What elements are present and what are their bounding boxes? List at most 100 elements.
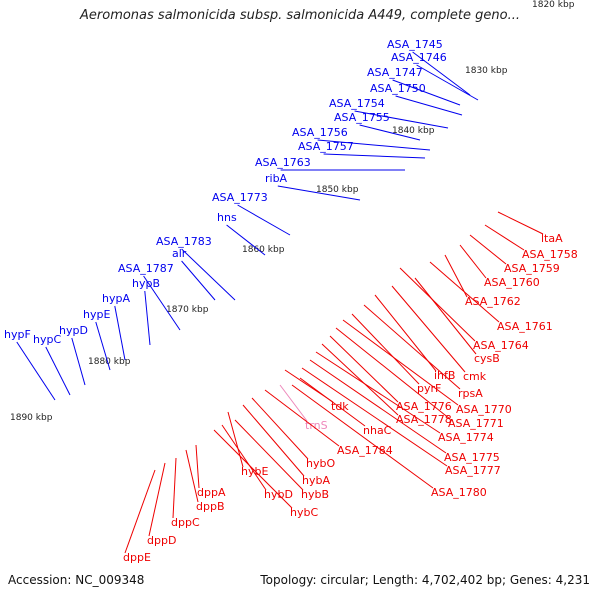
- plus-label-leader: [395, 95, 463, 116]
- minus-label-leader: [124, 469, 156, 554]
- minus-label-leader: [301, 367, 448, 467]
- plus-label-leader: [277, 185, 361, 201]
- minus-gene-label: tdk: [331, 400, 349, 413]
- minus-label-leader: [444, 254, 468, 298]
- plus-gene-label: hypE: [83, 308, 110, 321]
- minus-gene-label: hybO: [306, 457, 335, 470]
- minus-label-leader: [429, 261, 500, 323]
- plus-label-leader: [323, 153, 426, 159]
- minus-label-leader: [469, 234, 507, 265]
- plus-label-leader: [114, 305, 126, 361]
- plus-gene-label: hypC: [33, 333, 61, 346]
- plus-label-leader: [45, 346, 71, 396]
- minus-gene-label: cmk: [463, 370, 487, 383]
- minus-gene-label: rpsA: [458, 387, 483, 400]
- minus-label-leader: [279, 384, 308, 422]
- plus-gene-label: ASA_1756: [292, 126, 348, 139]
- plus-gene-label: ASA_1747: [367, 66, 423, 79]
- plus-gene-label: hypB: [132, 277, 160, 290]
- minus-gene-label: ASA_1776: [396, 400, 452, 413]
- minus-label-leader: [172, 457, 177, 519]
- minus-label-leader: [391, 285, 466, 373]
- minus-label-leader: [414, 277, 477, 355]
- minus-label-leader: [213, 429, 293, 509]
- minus-label-leader: [374, 294, 437, 372]
- kbp-label: 1820 kbp: [532, 0, 575, 10]
- kbp-label: 1860 kbp: [242, 245, 285, 255]
- accession-label: Accession: NC_009348: [8, 573, 145, 587]
- plus-gene-label: ASA_1755: [334, 111, 390, 124]
- kbp-label: 1870 kbp: [166, 305, 209, 315]
- plus-gene-label: ASA_1750: [370, 82, 426, 95]
- minus-gene-label: nhaC: [363, 424, 392, 437]
- plus-label-leader: [237, 204, 291, 236]
- plus-label-leader: [359, 124, 421, 141]
- kbp-label: 1880 kbp: [88, 357, 131, 367]
- minus-gene-label: hybB: [301, 488, 329, 501]
- minus-gene-label: hybA: [302, 474, 330, 487]
- minus-gene-label: ASA_1760: [484, 276, 540, 289]
- plus-gene-label: hypA: [102, 292, 130, 305]
- kbp-label: 1890 kbp: [10, 413, 53, 423]
- plus-label-leader: [317, 139, 431, 151]
- minus-label-leader: [399, 267, 476, 342]
- plus-gene-label: ASA_1746: [391, 51, 447, 64]
- minus-label-leader: [351, 313, 420, 385]
- minus-gene-label: pyrF: [417, 382, 441, 395]
- kbp-label: 1850 kbp: [316, 185, 359, 195]
- plus-gene-label: hypD: [59, 324, 88, 337]
- kbp-label: 1840 kbp: [392, 126, 435, 136]
- minus-label-leader: [342, 319, 459, 406]
- plus-gene-label: ASA_1773: [212, 191, 268, 204]
- plus-gene-label: ASA_1763: [255, 156, 311, 169]
- minus-gene-label: ASA_1758: [522, 248, 578, 261]
- minus-label-leader: [234, 419, 304, 491]
- minus-label-leader: [321, 343, 399, 416]
- plus-label-leader: [143, 275, 181, 331]
- minus-label-leader: [251, 397, 309, 460]
- minus-gene-label: ASA_1774: [438, 431, 494, 444]
- minus-label-leader: [195, 444, 200, 489]
- minus-label-leader: [227, 411, 244, 468]
- minus-gene-label: dppB: [196, 500, 225, 513]
- minus-gene-label: hybE: [241, 465, 268, 478]
- minus-label-leader: [363, 304, 461, 390]
- minus-gene-label: hybC: [290, 506, 318, 519]
- minus-label-leader: [291, 384, 434, 489]
- minus-label-leader: [264, 389, 340, 447]
- minus-gene-label: ASA_1770: [456, 403, 512, 416]
- plus-gene-label: ribA: [265, 172, 288, 185]
- plus-label-leader: [412, 51, 471, 96]
- minus-gene-label: dppD: [147, 534, 176, 547]
- plus-label-leader: [181, 248, 236, 301]
- plus-label-leader: [354, 110, 449, 129]
- minus-gene-label: ASA_1771: [448, 417, 504, 430]
- minus-gene-label: cysB: [474, 352, 500, 365]
- plus-label-leader: [95, 321, 111, 371]
- kbp-label: 1830 kbp: [465, 66, 508, 76]
- minus-gene-label: ASA_1778: [396, 413, 452, 426]
- minus-label-leader: [221, 424, 267, 491]
- plus-gene-label: ASA_1757: [298, 140, 354, 153]
- minus-label-leader: [459, 244, 487, 279]
- plus-gene-label: hns: [217, 211, 237, 224]
- minus-label-leader: [309, 359, 447, 454]
- plus-label-leader: [181, 260, 216, 301]
- minus-label-leader: [299, 377, 366, 427]
- plus-gene-label: ASA_1745: [387, 38, 443, 51]
- minus-label-leader: [185, 449, 199, 503]
- minus-gene-label: dppC: [171, 516, 200, 529]
- minus-label-leader: [329, 335, 399, 403]
- plus-label-leader: [416, 64, 479, 101]
- minus-label-leader: [484, 224, 525, 251]
- minus-gene-label: ASA_1780: [431, 486, 487, 499]
- plus-label-leader: [392, 79, 461, 106]
- plus-gene-label: ASA_1787: [118, 262, 174, 275]
- minus-gene-label: dppE: [123, 551, 151, 564]
- plus-label-leader: [71, 337, 86, 386]
- minus-gene-label: ASA_1775: [444, 451, 500, 464]
- minus-gene-label: ASA_1777: [445, 464, 501, 477]
- minus-gene-label: ASA_1762: [465, 295, 521, 308]
